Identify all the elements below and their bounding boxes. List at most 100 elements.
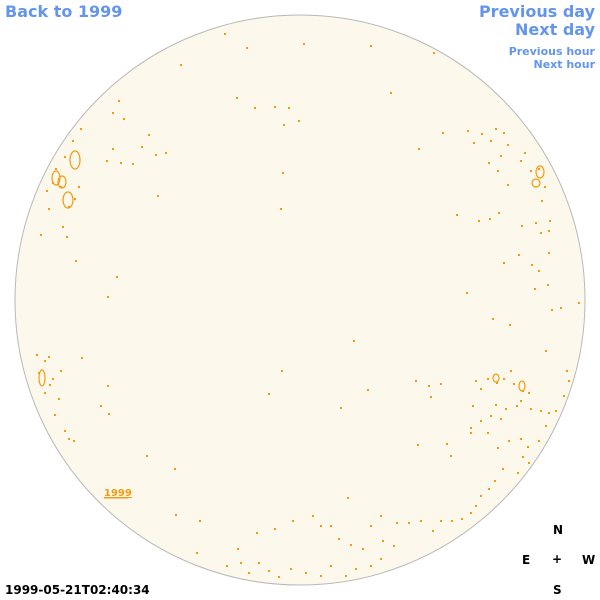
contour-speck xyxy=(456,214,458,216)
next-day-link[interactable]: Next day xyxy=(515,20,595,39)
contour-speck xyxy=(180,64,182,66)
contour-speck xyxy=(393,545,395,547)
contour-speck xyxy=(278,576,280,578)
contour-speck xyxy=(488,488,490,490)
contour-speck xyxy=(380,558,382,560)
contour-loop xyxy=(492,373,500,383)
contour-speck xyxy=(538,440,540,442)
contour-speck xyxy=(62,226,64,228)
contour-loop xyxy=(51,170,61,186)
contour-speck xyxy=(492,318,494,320)
contour-speck xyxy=(500,155,502,157)
compass-south: S xyxy=(553,583,562,597)
contour-speck xyxy=(68,438,70,440)
contour-speck xyxy=(48,208,50,210)
contour-speck xyxy=(548,412,550,414)
contour-speck xyxy=(524,152,526,154)
contour-speck xyxy=(367,389,369,391)
contour-speck xyxy=(541,200,543,202)
contour-speck xyxy=(74,198,76,200)
contour-speck xyxy=(505,408,507,410)
contour-speck xyxy=(442,132,444,134)
contour-speck xyxy=(545,425,547,427)
contour-speck xyxy=(415,380,417,382)
contour-loop xyxy=(535,165,545,179)
contour-speck xyxy=(507,184,509,186)
contour-speck xyxy=(566,370,568,372)
contour-speck xyxy=(549,220,551,222)
contour-speck xyxy=(481,133,483,135)
contour-speck xyxy=(417,444,419,446)
contour-speck xyxy=(418,148,420,150)
contour-speck xyxy=(258,562,260,564)
contour-speck xyxy=(112,148,114,150)
contour-speck xyxy=(355,568,357,570)
contour-speck xyxy=(531,264,533,266)
contour-speck xyxy=(466,292,468,294)
contour-speck xyxy=(48,356,50,358)
contour-speck xyxy=(480,495,482,497)
contour-speck xyxy=(488,162,490,164)
previous-hour-link[interactable]: Previous hour xyxy=(508,45,595,58)
contour-speck xyxy=(382,540,384,542)
contour-speck xyxy=(578,302,580,304)
contour-speck xyxy=(236,97,238,99)
contour-speck xyxy=(547,284,549,286)
contour-speck xyxy=(55,168,57,170)
contour-speck xyxy=(503,132,505,134)
contour-speck xyxy=(72,140,74,142)
contour-speck xyxy=(100,405,102,407)
contour-speck xyxy=(527,446,529,448)
contour-speck xyxy=(513,383,515,385)
contour-speck xyxy=(428,385,430,387)
previous-day-link[interactable]: Previous day xyxy=(478,2,595,21)
contour-speck xyxy=(112,112,114,114)
contour-speck xyxy=(36,354,38,356)
contour-speck xyxy=(440,383,442,385)
contour-speck xyxy=(40,234,42,236)
contour-speck xyxy=(470,432,472,434)
contour-speck xyxy=(432,530,434,532)
contour-speck xyxy=(320,575,322,577)
contour-speck xyxy=(450,455,452,457)
contour-speck xyxy=(538,270,540,272)
contour-speck xyxy=(502,468,504,470)
contour-speck xyxy=(175,514,177,516)
contour-speck xyxy=(370,525,372,527)
contour-speck xyxy=(274,528,276,530)
contour-speck xyxy=(540,232,542,234)
contour-speck xyxy=(44,360,46,362)
contour-speck xyxy=(254,107,256,109)
contour-speck xyxy=(503,378,505,380)
contour-speck xyxy=(510,370,512,372)
contour-speck xyxy=(46,190,48,192)
back-to-year-link[interactable]: Back to 1999 xyxy=(5,2,123,21)
contour-speck xyxy=(107,385,109,387)
observation-timestamp: 1999-05-21T02:40:34 xyxy=(5,583,150,597)
contour-speck xyxy=(290,568,292,570)
compass-center: + xyxy=(552,552,563,566)
contour-speck xyxy=(498,212,500,214)
contour-speck xyxy=(551,309,553,311)
contour-speck xyxy=(496,382,498,384)
contour-speck xyxy=(330,525,332,527)
contour-speck xyxy=(237,548,239,550)
contour-speck xyxy=(370,45,372,47)
contour-speck xyxy=(282,172,284,174)
contour-speck xyxy=(78,186,80,188)
contour-speck xyxy=(563,395,565,397)
next-hour-link[interactable]: Next hour xyxy=(533,58,596,71)
contour-speck xyxy=(480,388,482,390)
contour-speck xyxy=(64,156,66,158)
compass-west: W xyxy=(582,553,596,567)
contour-speck xyxy=(534,288,536,290)
contour-speck xyxy=(489,218,491,220)
contour-speck xyxy=(520,400,522,402)
contour-speck xyxy=(446,443,448,445)
contour-speck xyxy=(281,370,283,372)
year-label[interactable]: 1999 xyxy=(104,488,132,499)
contour-speck xyxy=(480,420,482,422)
contour-speck xyxy=(303,43,305,45)
